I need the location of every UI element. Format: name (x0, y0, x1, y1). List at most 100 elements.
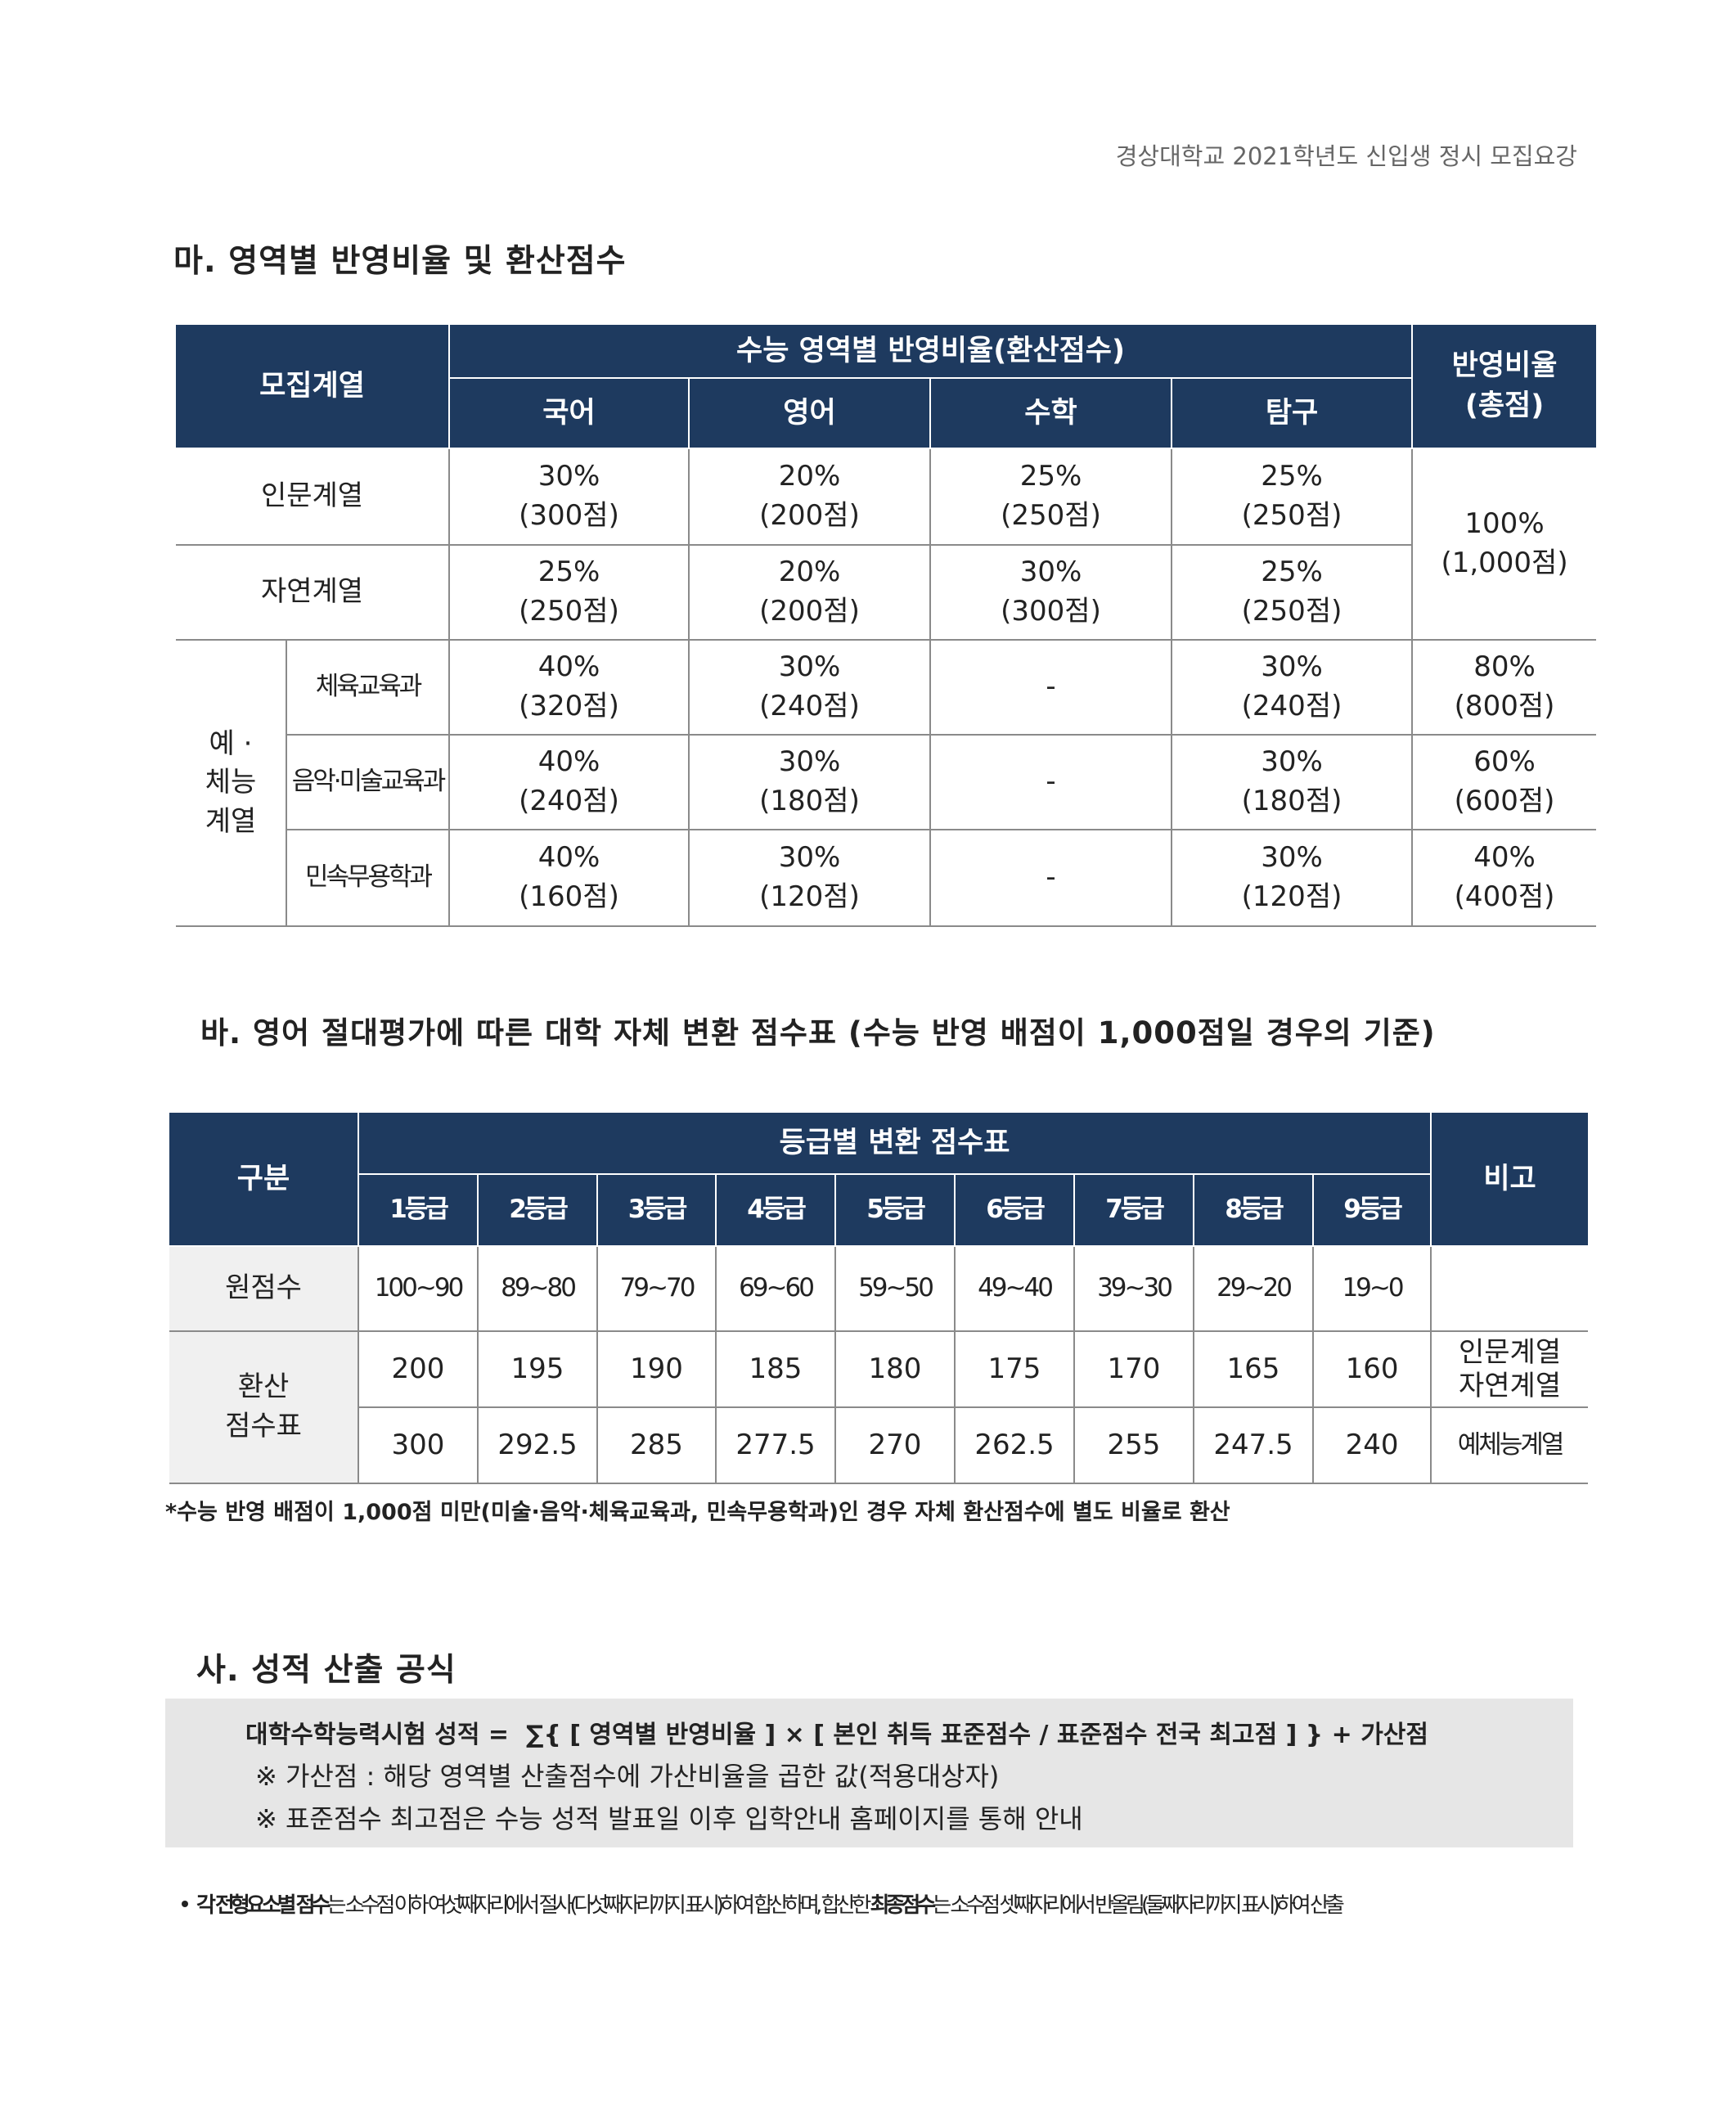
table-cell: 자연계열 (176, 544, 450, 641)
footnote-part: 는 소수점 이하 여섯째자리에서 절사(다섯째자리까지 표시)하여 합산하며, … (326, 1893, 871, 1918)
formula: 대학수학능력시험 성적 = ∑{ [ 영역별 반영비율 ] × [ 본인 취득 … (245, 1721, 1428, 1749)
table-cell: 180 (834, 1330, 956, 1408)
table-cell: 40% (160점) (448, 829, 690, 927)
table-row: 자연계열 25% (250점) 20% (200점) 30% (300점) 25% (2… (176, 544, 1596, 641)
table-cell: 25% (250점) (929, 448, 1172, 546)
table-cell: 175 (954, 1330, 1075, 1408)
table-cell: 25% (250점) (1170, 544, 1413, 641)
table-cell: 등급별 변환 점수표 (357, 1111, 1432, 1175)
footnote-part: 각 전형요소별 점수 (196, 1893, 331, 1918)
table-cell: 285 (596, 1406, 717, 1484)
table-row: 인문계열 30% (300점) 20% (200점) 25% (250점) 25% (2… (176, 448, 1597, 641)
table-note: *수능 반영 배점이 1,000점 미만(미술·음악·체육교육과, 민속무용학과… (165, 1500, 1230, 1525)
table-cell: 탐구 (1170, 377, 1413, 449)
table-cell: - (929, 639, 1172, 736)
table-cell: 국어 (449, 377, 690, 449)
table-row: 1등급 2등급 3등급 4등급 5등급 6등급 7등급 8등급 9등급 (169, 1173, 1588, 1247)
table-cell: 30% (120점) (1170, 829, 1414, 927)
table-row: 구분 등급별 변환 점수표 비고 (169, 1111, 1589, 1247)
table-cell: 25% (250점) (1170, 448, 1414, 546)
table-cell: 60% (600점) (1411, 734, 1597, 830)
table-cell: 5등급 (834, 1173, 956, 1247)
formula-box (165, 1699, 1573, 1847)
table-cell: 270 (834, 1406, 956, 1484)
table-cell: 160 (1311, 1330, 1432, 1408)
table-cell: 89~80 (477, 1245, 598, 1332)
section-title: 사. 성적 산출 공식 (196, 1652, 456, 1689)
table-cell: 환산 점수표 (169, 1330, 359, 1484)
remark: ※ 가산점 : 해당 영역별 산출점수에 가산비율을 곱한 값(적용대상자) (255, 1761, 1000, 1792)
table-cell: 7등급 (1073, 1173, 1194, 1247)
table-cell: 체육교육과 (286, 639, 450, 736)
table-cell: 190 (596, 1330, 717, 1408)
ratio-table: 모집계열 수능 영역별 반영비율(환산점수) 반영비율 (총점) 국어 영어 수학 탐구 인문… (176, 323, 1597, 927)
table-cell: 30% (180점) (1170, 734, 1414, 830)
page-header: 경상대학교 2021학년도 신입생 정시 모집요강 (1115, 142, 1577, 170)
table-cell: 40% (240점) (448, 734, 690, 830)
table-cell: 2등급 (477, 1173, 598, 1247)
table-cell: 39~30 (1073, 1245, 1194, 1332)
table-row: 원점수 100~90 89~80 79~70 69~60 59~50 49~40 39~30 2… (169, 1245, 1589, 1332)
table-cell: 277.5 (715, 1406, 836, 1484)
table-cell: 100% (1,000점) (1411, 448, 1597, 641)
table-cell: 8등급 (1193, 1173, 1314, 1247)
table-cell: 185 (715, 1330, 836, 1408)
table-cell: 59~50 (834, 1245, 956, 1332)
table-cell: 300 (358, 1406, 479, 1484)
footnote-part: 는 소수점 셋째자리에서 반올림(둘째자리까지 표시)하여 산출 (932, 1893, 1345, 1918)
table-cell: 인문계열 (176, 448, 450, 546)
bullet (182, 1901, 188, 1907)
table-cell: 195 (477, 1330, 598, 1408)
table-cell: 인문계열 자연계열 (1430, 1330, 1589, 1408)
table-cell: 구분 (169, 1111, 359, 1247)
table-cell: 원점수 (169, 1245, 359, 1332)
table-row: 모집계열 수능 영역별 반영비율(환산점수) 반영비율 (총점) (176, 323, 1597, 449)
table-cell: - (929, 734, 1172, 830)
table-cell: 100~90 (358, 1245, 479, 1332)
table-cell: 20% (200점) (688, 544, 931, 641)
table-cell: 예 · 체능 계열 (176, 639, 287, 927)
remark: ※ 표준점수 최고점은 수능 성적 발표일 이후 입학안내 홈페이지를 통해 안… (255, 1803, 1083, 1834)
table-cell: 3등급 (596, 1173, 717, 1247)
footnote: 각 전형요소별 점수는 소수점 이하 여섯째자리에서 절사(다섯째자리까지 표시… (196, 1888, 1345, 1919)
table-cell: 4등급 (715, 1173, 836, 1247)
table-cell: 247.5 (1193, 1406, 1314, 1484)
table-row: 300 292.5 285 277.5 270 262.5 255 247.5 240 예체능계열 (169, 1406, 1589, 1484)
table-cell: 29~20 (1193, 1245, 1314, 1332)
table-cell: 영어 (688, 377, 931, 449)
table-cell: 음악·미술교육과 (286, 734, 450, 830)
table-row: 환산 점수표 200 195 190 185 180 175 170 165 160 인문계열 자연… (169, 1330, 1589, 1484)
footnote-part: 최종점수 (870, 1893, 937, 1918)
section-title: 바. 영어 절대평가에 따른 대학 자체 변환 점수표 (수능 반영 배점이 1… (200, 1015, 1436, 1051)
table-cell: 30% (120점) (688, 829, 931, 927)
table-row: 국어 영어 수학 탐구 (176, 377, 1596, 449)
table-cell: 79~70 (596, 1245, 717, 1332)
table-cell: 170 (1073, 1330, 1194, 1408)
table-cell: 민속무용학과 (286, 829, 450, 927)
table-cell: 비고 (1430, 1111, 1589, 1247)
table-cell: 69~60 (715, 1245, 836, 1332)
table-row: 음악·미술교육과 40% (240점) 30% (180점) -30% (180점) 6… (176, 734, 1597, 830)
table-cell: 40% (400점) (1411, 829, 1597, 927)
section-title: 마. 영역별 반영비율 및 환산점수 (173, 243, 627, 280)
table-cell: 수능 영역별 반영비율(환산점수) (447, 323, 1414, 379)
table-cell: 49~40 (954, 1245, 1075, 1332)
table-cell: 30% (240점) (688, 639, 931, 736)
table-cell: 9등급 (1311, 1173, 1432, 1247)
table-row: 민속무용학과 40% (160점) 30% (120점) -30% (120점) 40%… (176, 829, 1597, 927)
table-cell: 예체능계열 (1430, 1406, 1589, 1484)
table-cell: 20% (200점) (688, 448, 931, 546)
table-cell: 25% (250점) (448, 544, 690, 641)
table-cell: 255 (1073, 1406, 1194, 1484)
table-cell: 30% (300점) (929, 544, 1172, 641)
table-cell: 240 (1311, 1406, 1432, 1484)
table-cell: 292.5 (477, 1406, 598, 1484)
table-cell: 165 (1193, 1330, 1314, 1408)
table-cell: 40% (320점) (448, 639, 690, 736)
english-table: 구분 등급별 변환 점수표 비고 1등급 2등급 3등급 4등급 5등급 6등급 7등급 8등급 9등… (169, 1111, 1589, 1484)
table-cell: 모집계열 (176, 323, 450, 449)
table-row: 예 · 체능 계열 체육교육과 40% (320점) 30% (240점) -30% (… (176, 639, 1597, 927)
table-cell: 30% (180점) (688, 734, 931, 830)
table-cell: 30% (240점) (1170, 639, 1414, 736)
